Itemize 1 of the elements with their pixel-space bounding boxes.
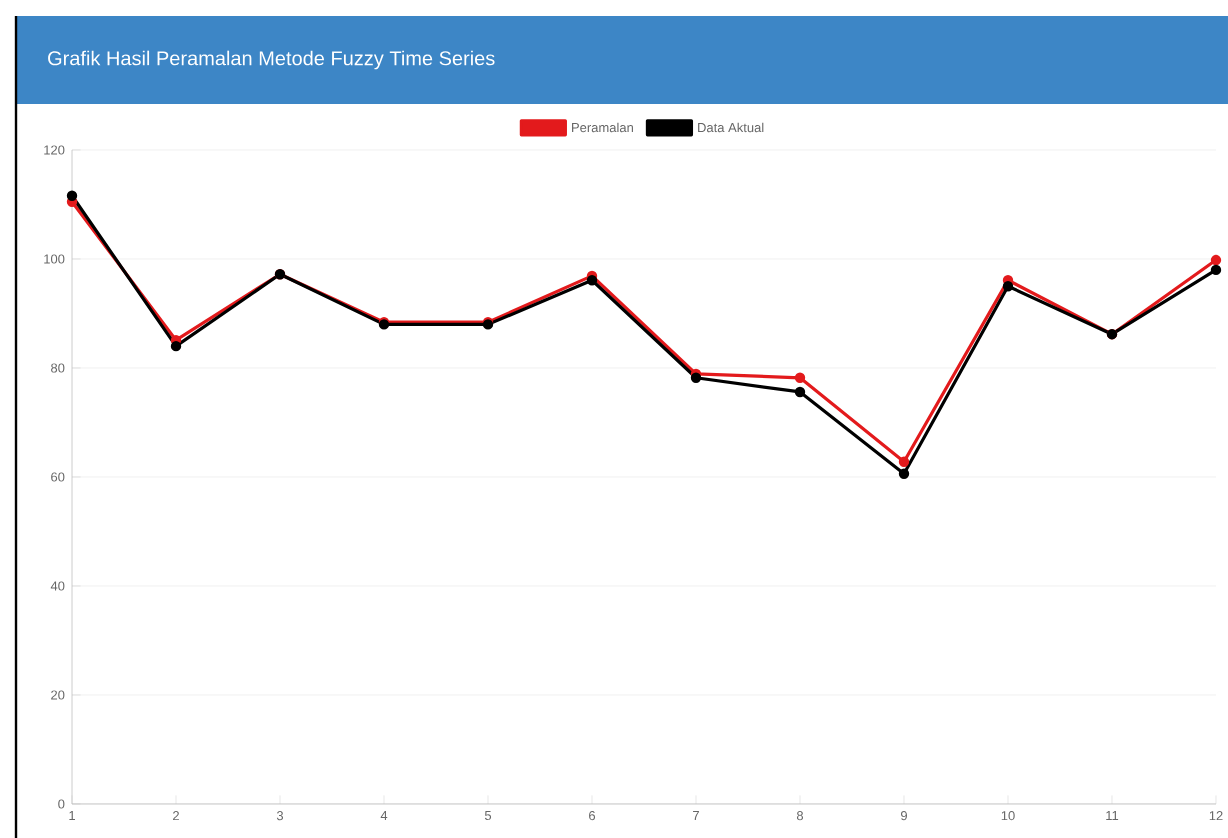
chart-title: Grafik Hasil Peramalan Metode Fuzzy Time Series xyxy=(48,50,495,70)
